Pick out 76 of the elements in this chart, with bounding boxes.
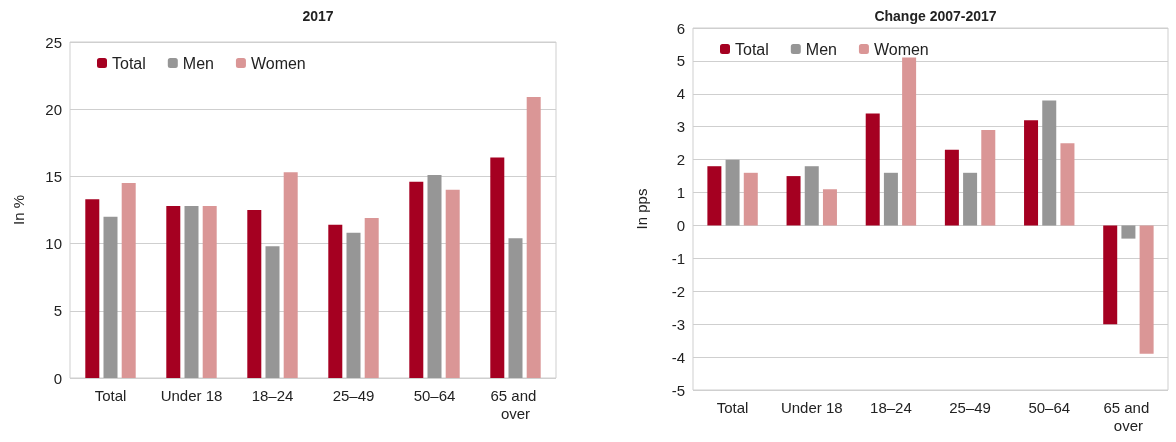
bar <box>1121 225 1136 239</box>
bar <box>804 166 819 226</box>
bar <box>328 224 343 378</box>
bar <box>981 130 996 226</box>
legend-label: Total <box>112 54 146 72</box>
bar <box>822 189 837 226</box>
y-tick-label: -1 <box>671 249 685 267</box>
legend-label: Total <box>735 40 769 58</box>
bar <box>166 205 181 378</box>
chart-title: 2017 <box>302 8 334 24</box>
x-tick-label: 50–64 <box>413 386 456 404</box>
x-tick-label: 18–24 <box>251 386 294 404</box>
y-axis-title: In % <box>10 194 27 226</box>
bar <box>490 157 505 378</box>
x-tick-label: Total <box>94 386 127 404</box>
x-tick-label: 65 and over <box>490 386 541 422</box>
bar <box>1024 120 1039 226</box>
bar <box>1042 100 1057 226</box>
y-tick-label: 2 <box>676 151 685 169</box>
y-tick-label: 0 <box>53 369 62 387</box>
bar <box>902 57 917 226</box>
y-tick-label: 0 <box>676 216 685 234</box>
y-tick-label: 20 <box>45 100 62 118</box>
y-tick-label: -2 <box>671 282 685 300</box>
y-tick-label: 4 <box>676 85 685 103</box>
legend-label: Men <box>805 40 837 58</box>
bar <box>103 216 118 378</box>
y-tick-label: 15 <box>45 167 62 185</box>
x-tick-label: 25–49 <box>332 386 375 404</box>
x-tick-label: 65 and over <box>1103 398 1154 434</box>
bar <box>707 166 722 226</box>
bar <box>409 181 424 378</box>
bar <box>445 189 460 378</box>
bar <box>85 199 100 378</box>
bar <box>247 210 262 378</box>
bar <box>526 97 541 378</box>
legend-label: Women <box>250 54 306 72</box>
bar <box>184 205 199 378</box>
bar <box>121 183 136 378</box>
y-tick-label: -5 <box>671 381 685 399</box>
bar <box>346 232 361 378</box>
y-tick-label: 6 <box>676 19 685 37</box>
bar <box>283 172 298 378</box>
y-tick-label: 5 <box>53 302 62 320</box>
x-tick-label: Under 18 <box>160 386 223 404</box>
y-tick-label: -4 <box>671 348 685 366</box>
bar <box>865 113 880 226</box>
bar <box>944 149 959 226</box>
y-tick-label: 5 <box>676 52 685 70</box>
y-tick-label: 10 <box>45 235 62 253</box>
bar <box>265 246 280 378</box>
bar <box>725 159 740 226</box>
x-tick-label: 18–24 <box>870 398 912 416</box>
bar <box>1060 143 1075 226</box>
bar <box>364 218 379 378</box>
bar <box>1103 225 1118 325</box>
bar <box>963 172 978 226</box>
bar <box>1139 225 1154 354</box>
bar <box>743 172 758 226</box>
y-tick-label: -3 <box>671 315 685 333</box>
bar <box>427 175 442 378</box>
chart-title: Change 2007-2017 <box>874 8 997 24</box>
x-tick-label: 50–64 <box>1028 398 1071 416</box>
y-tick-label: 1 <box>676 184 685 202</box>
x-tick-label: 25–49 <box>949 398 991 416</box>
legend-label: Women <box>873 40 929 58</box>
y-tick-label: 25 <box>45 33 62 51</box>
y-tick-label: 3 <box>676 118 685 136</box>
bar <box>202 205 217 378</box>
bar <box>508 238 523 378</box>
y-axis-title: In pps <box>633 188 650 230</box>
legend-label: Men <box>182 54 214 72</box>
bar <box>883 172 898 226</box>
bar <box>786 176 801 226</box>
x-tick-label: Total <box>716 398 749 416</box>
x-tick-label: Under 18 <box>780 398 843 416</box>
